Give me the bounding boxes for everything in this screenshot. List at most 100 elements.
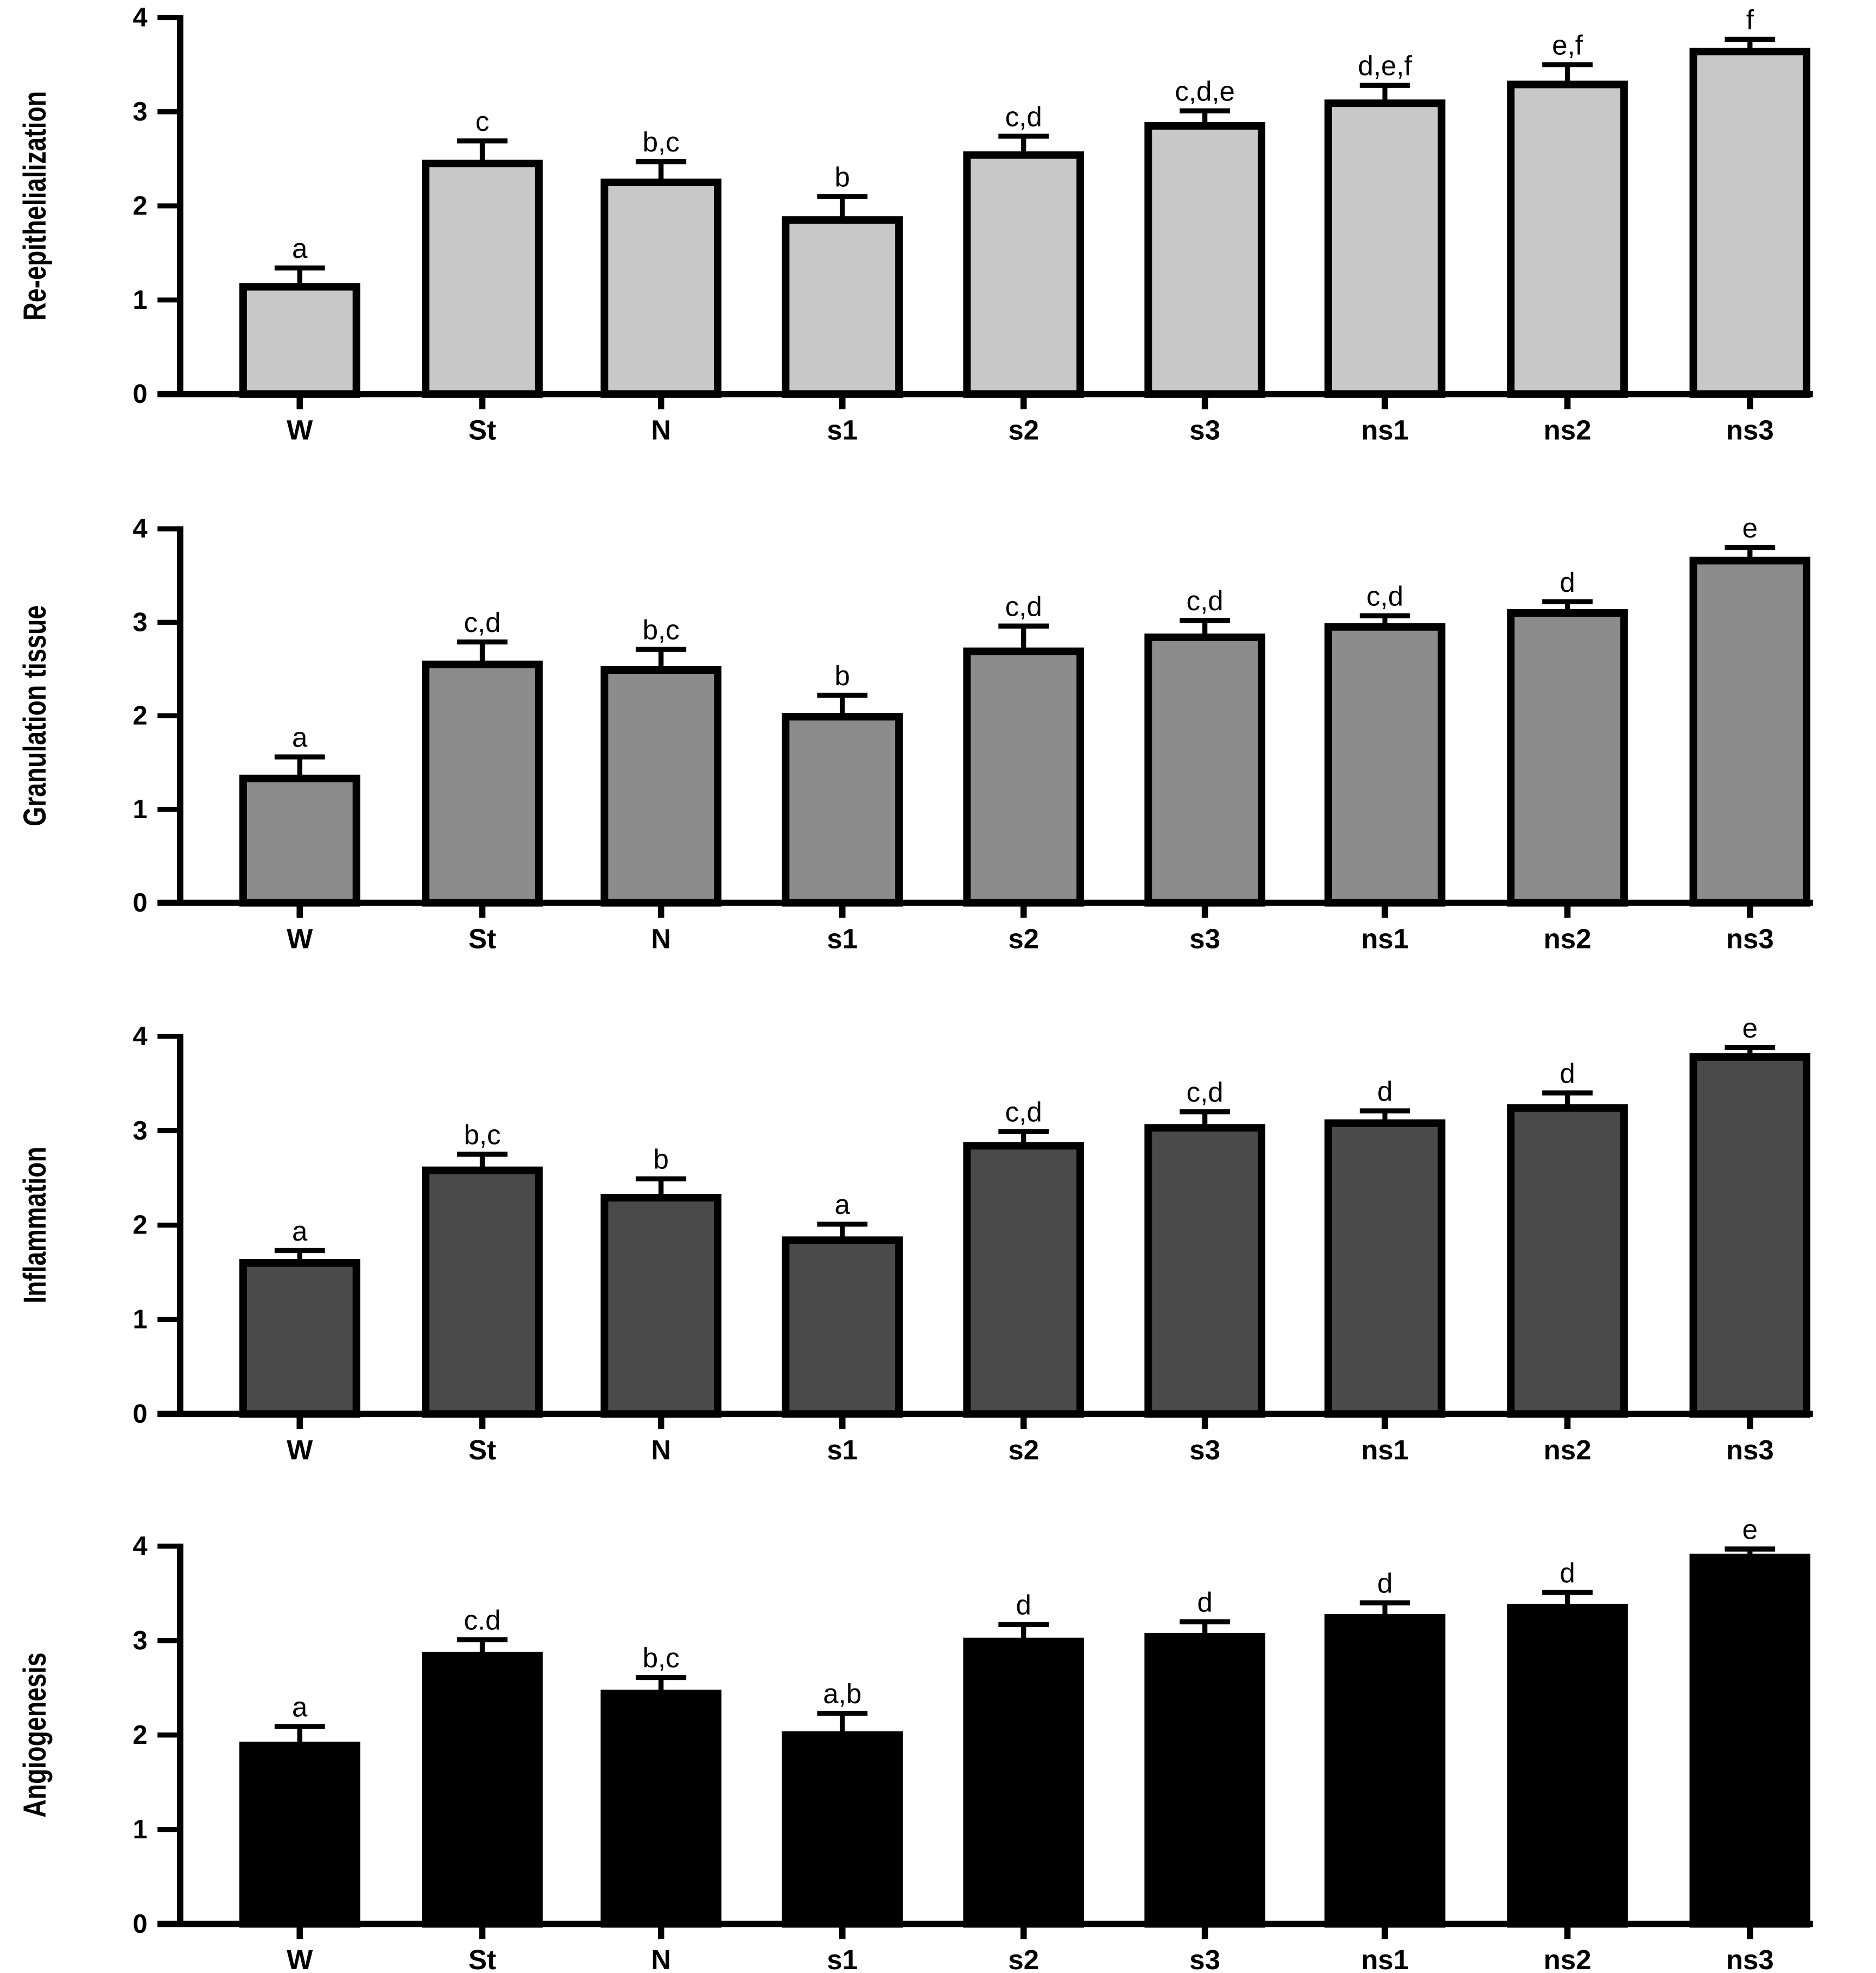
y-axis-label: Angiogenesis [17,1653,53,1818]
bar-s1 [782,1731,903,1928]
bar-ns1 [1324,99,1446,398]
y-tick-label: 3 [133,608,148,637]
y-tick-label: 4 [133,514,148,543]
y-tick-label: 1 [133,286,148,315]
significance-label: a [292,1216,308,1247]
x-tick-label: s1 [827,414,858,445]
significance-label: e [1742,1013,1758,1044]
bar-ns2 [1507,80,1628,398]
x-tick-label: ns2 [1544,1434,1592,1465]
x-tick-label: ns3 [1726,1944,1774,1973]
bar-s2 [963,1142,1085,1418]
x-tick-label: St [468,414,496,445]
significance-label: d [1016,1590,1031,1621]
bar-St [422,160,543,398]
significance-label: b,c [643,1642,680,1673]
y-axis-label: Re-epithelialization [17,91,53,321]
significance-label: d [1377,1568,1392,1599]
x-tick-label: N [651,923,671,954]
x-tick-label: ns2 [1544,923,1592,954]
bar-St [422,660,543,907]
x-tick-label: ns1 [1361,923,1409,954]
significance-label: b [835,660,850,691]
significance-label: c,d [1187,585,1224,616]
bar-s2 [963,647,1085,907]
x-tick-label: ns1 [1361,1434,1409,1465]
bar-St [422,1166,543,1418]
significance-label: b,c [643,615,680,646]
y-tick-label: 0 [133,1400,148,1429]
x-tick-label: W [287,414,313,445]
x-tick-label: s3 [1189,1434,1220,1465]
x-tick-label: St [468,1944,496,1973]
y-tick-label: 3 [133,1626,148,1655]
x-tick-label: ns1 [1361,1944,1409,1973]
bar-s1 [782,216,903,398]
x-tick-label: s2 [1008,1944,1039,1973]
x-tick-label: W [287,923,313,954]
significance-label: a [292,233,308,264]
y-tick-label: 4 [133,3,148,33]
y-tick-label: 2 [133,1211,148,1240]
bar-N [600,666,722,907]
bar-ns3 [1689,1553,1811,1928]
significance-label: d [1197,1586,1212,1617]
bar-s3 [1144,1124,1265,1418]
bar-s3 [1144,122,1265,398]
y-tick-label: 4 [133,1022,148,1051]
bar-s3 [1144,633,1265,907]
bar-ns2 [1507,1603,1628,1928]
bar-N [600,1194,722,1418]
y-tick-label: 0 [133,380,148,409]
y-tick-label: 2 [133,191,148,220]
significance-label: c,d [464,607,500,638]
x-tick-label: ns3 [1726,414,1774,445]
y-tick-label: 0 [133,1909,148,1939]
significance-label: e [1742,1514,1758,1545]
bar-N [600,1690,722,1928]
x-tick-label: W [287,1434,313,1465]
bar-ns1 [1324,1614,1446,1928]
bar-ns3 [1689,47,1811,398]
x-tick-label: s1 [827,1434,858,1465]
significance-label: b [835,161,850,192]
bar-W [239,774,360,907]
significance-label: d [1560,1558,1575,1589]
x-tick-label: ns3 [1726,923,1774,954]
y-tick-label: 2 [133,701,148,731]
significance-label: d [1560,1058,1575,1089]
bar-W [239,1259,360,1418]
significance-label: d [1377,1076,1392,1106]
bar-ns2 [1507,1104,1628,1418]
bar-s1 [782,713,903,907]
y-tick-label: 2 [133,1721,148,1750]
x-tick-label: St [468,1434,496,1465]
significance-label: c,d [1187,1077,1224,1108]
significance-label: b [654,1144,669,1175]
y-axis-label: Inflammation [17,1147,53,1304]
x-tick-label: N [651,1944,671,1973]
bar-N [600,178,722,398]
chart-panel-1: Re-epithelialization a Wc St b,c Nb s1 c,d s2 c,d… [17,3,1813,445]
significance-label: c,d [1005,591,1042,622]
chart-panel-2: Granulation tissue a Wc,d St b,c Nb s1 c,d s2 c,d… [17,513,1813,954]
significance-label: c,d [1366,581,1403,612]
x-tick-label: ns2 [1544,1944,1592,1973]
bar-s2 [963,151,1085,398]
bar-St [422,1652,543,1928]
bar-ns1 [1324,623,1446,907]
significance-label: b,c [464,1119,500,1150]
bar-ns1 [1324,1119,1446,1418]
chart-panel-3: Inflammation a Wb,c St b Na s1 c,d s2 c,d s3 d ns1 d n… [17,1013,1813,1465]
significance-label: c,d,e [1175,76,1235,107]
significance-label: a [292,1691,308,1722]
x-tick-label: s3 [1189,414,1220,445]
x-tick-label: ns1 [1361,414,1409,445]
significance-label: a [292,722,308,753]
x-tick-label: s2 [1008,923,1039,954]
x-tick-label: s1 [827,923,858,954]
y-tick-label: 0 [133,888,148,918]
y-tick-label: 1 [133,795,148,824]
significance-label: c,d [1005,1097,1042,1128]
